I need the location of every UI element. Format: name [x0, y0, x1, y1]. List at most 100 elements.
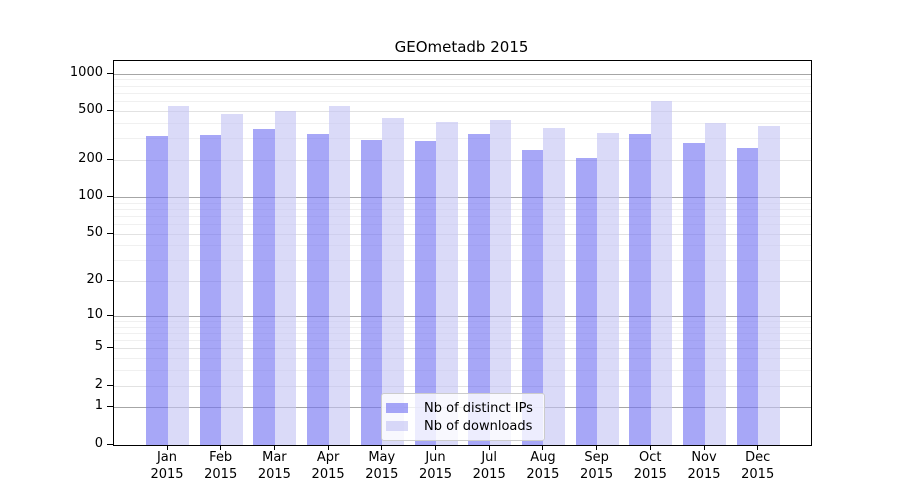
- legend-entry-downloads: Nb of downloads: [386, 417, 538, 435]
- minor-gridline-90: [114, 202, 811, 204]
- gridline-10: [114, 315, 811, 317]
- legend-entry-distinct-ips: Nb of distinct IPs: [386, 399, 538, 417]
- bar-distinct-ips-oct: [629, 134, 651, 445]
- bar-distinct-ips-sep: [575, 157, 598, 445]
- bar-downloads-jan: [167, 106, 189, 445]
- chart-title: GEOmetadb 2015: [394, 38, 529, 56]
- gridline-5: [114, 348, 811, 350]
- bars-layer: [114, 61, 811, 445]
- minor-gridline-700: [114, 92, 811, 94]
- y-tick-mark-10: [107, 314, 113, 316]
- gridline-200: [114, 159, 811, 161]
- minor-gridline-7: [114, 332, 811, 334]
- y-tick-label-1: 1: [94, 398, 103, 414]
- plot-area: Nb of distinct IPs Nb of downloads: [113, 60, 812, 446]
- bar-downloads-dec: [758, 125, 780, 445]
- x-tick-label-aug: Aug 2015: [526, 450, 560, 482]
- y-tick-label-200: 200: [78, 150, 103, 166]
- minor-gridline-60: [114, 223, 811, 225]
- bar-downloads-nov: [704, 122, 726, 445]
- bar-distinct-ips-jul: [468, 134, 490, 445]
- y-tick-mark-200: [107, 158, 113, 160]
- x-tick-label-jan: Jan 2015: [150, 450, 184, 482]
- minor-gridline-400: [114, 122, 811, 124]
- y-tick-mark-5: [107, 347, 113, 349]
- bar-distinct-ips-feb: [199, 135, 222, 445]
- y-tick-label-100: 100: [78, 187, 103, 203]
- x-tick-mark-feb: [220, 445, 222, 450]
- bar-distinct-ips-may: [360, 140, 383, 445]
- bar-downloads-sep: [597, 133, 619, 445]
- y-tick-mark-1: [107, 406, 113, 408]
- x-tick-label-nov: Nov 2015: [687, 450, 721, 482]
- y-tick-mark-50: [107, 232, 113, 234]
- gridline-1000: [114, 73, 811, 75]
- minor-gridline-9: [114, 320, 811, 322]
- minor-gridline-4: [114, 358, 811, 360]
- y-tick-mark-2: [107, 384, 113, 386]
- bar-distinct-ips-jun: [414, 141, 436, 445]
- x-tick-label-sep: Sep 2015: [580, 450, 614, 482]
- legend-swatch-ips-icon: [386, 403, 408, 413]
- y-tick-label-50: 50: [86, 224, 103, 240]
- bar-distinct-ips-dec: [736, 148, 759, 445]
- y-tick-label-10: 10: [86, 306, 103, 322]
- gridline-20: [114, 281, 811, 283]
- bar-downloads-may: [382, 117, 404, 445]
- gridline-500: [114, 110, 811, 112]
- minor-gridline-3: [114, 370, 811, 372]
- y-tick-label-1000: 1000: [69, 64, 103, 80]
- y-tick-label-5: 5: [94, 339, 103, 355]
- x-tick-mark-oct: [649, 445, 651, 450]
- bar-downloads-feb: [221, 114, 243, 445]
- y-tick-mark-20: [107, 280, 113, 282]
- y-tick-mark-100: [107, 195, 113, 197]
- minor-gridline-600: [114, 101, 811, 103]
- x-tick-label-dec: Dec 2015: [741, 450, 775, 482]
- x-tick-label-jul: Jul 2015: [472, 450, 506, 482]
- x-tick-mark-sep: [596, 445, 598, 450]
- y-tick-label-2: 2: [94, 376, 103, 392]
- x-tick-mark-may: [381, 445, 383, 450]
- x-tick-mark-nov: [703, 445, 705, 450]
- x-tick-mark-dec: [757, 445, 759, 450]
- x-tick-label-feb: Feb 2015: [204, 450, 238, 482]
- minor-gridline-30: [114, 260, 811, 262]
- gridline-100: [114, 196, 811, 198]
- bar-distinct-ips-apr: [307, 133, 329, 445]
- minor-gridline-900: [114, 79, 811, 81]
- minor-gridline-80: [114, 208, 811, 210]
- y-tick-mark-0: [107, 443, 113, 445]
- minor-gridline-6: [114, 340, 811, 342]
- x-tick-label-oct: Oct 2015: [633, 450, 667, 482]
- bar-downloads-mar: [274, 110, 297, 445]
- legend-label-distinct-ips: Nb of distinct IPs: [424, 400, 533, 416]
- legend-swatch-downloads-icon: [386, 421, 408, 431]
- bar-downloads-jul: [489, 119, 512, 445]
- x-tick-label-mar: Mar 2015: [257, 450, 291, 482]
- legend: Nb of distinct IPs Nb of downloads: [381, 393, 545, 441]
- gridline-50: [114, 233, 811, 235]
- bar-distinct-ips-mar: [253, 129, 275, 445]
- minor-gridline-800: [114, 85, 811, 87]
- bar-downloads-oct: [650, 101, 673, 445]
- bar-distinct-ips-jan: [146, 135, 168, 445]
- gridline-2: [114, 385, 811, 387]
- bar-downloads-aug: [543, 128, 565, 445]
- x-tick-label-may: May 2015: [365, 450, 399, 482]
- x-tick-mark-apr: [327, 445, 329, 450]
- x-tick-label-apr: Apr 2015: [311, 450, 345, 482]
- y-tick-mark-500: [107, 109, 113, 111]
- bar-distinct-ips-nov: [683, 143, 705, 445]
- bar-distinct-ips-aug: [521, 150, 544, 445]
- minor-gridline-8: [114, 326, 811, 328]
- x-tick-mark-aug: [542, 445, 544, 450]
- x-tick-label-jun: Jun 2015: [418, 450, 453, 482]
- bar-downloads-jun: [436, 121, 458, 445]
- minor-gridline-300: [114, 138, 811, 140]
- y-tick-label-500: 500: [78, 101, 103, 117]
- legend-label-downloads: Nb of downloads: [424, 418, 533, 434]
- x-tick-mark-jun: [435, 445, 436, 450]
- x-tick-mark-mar: [273, 445, 275, 450]
